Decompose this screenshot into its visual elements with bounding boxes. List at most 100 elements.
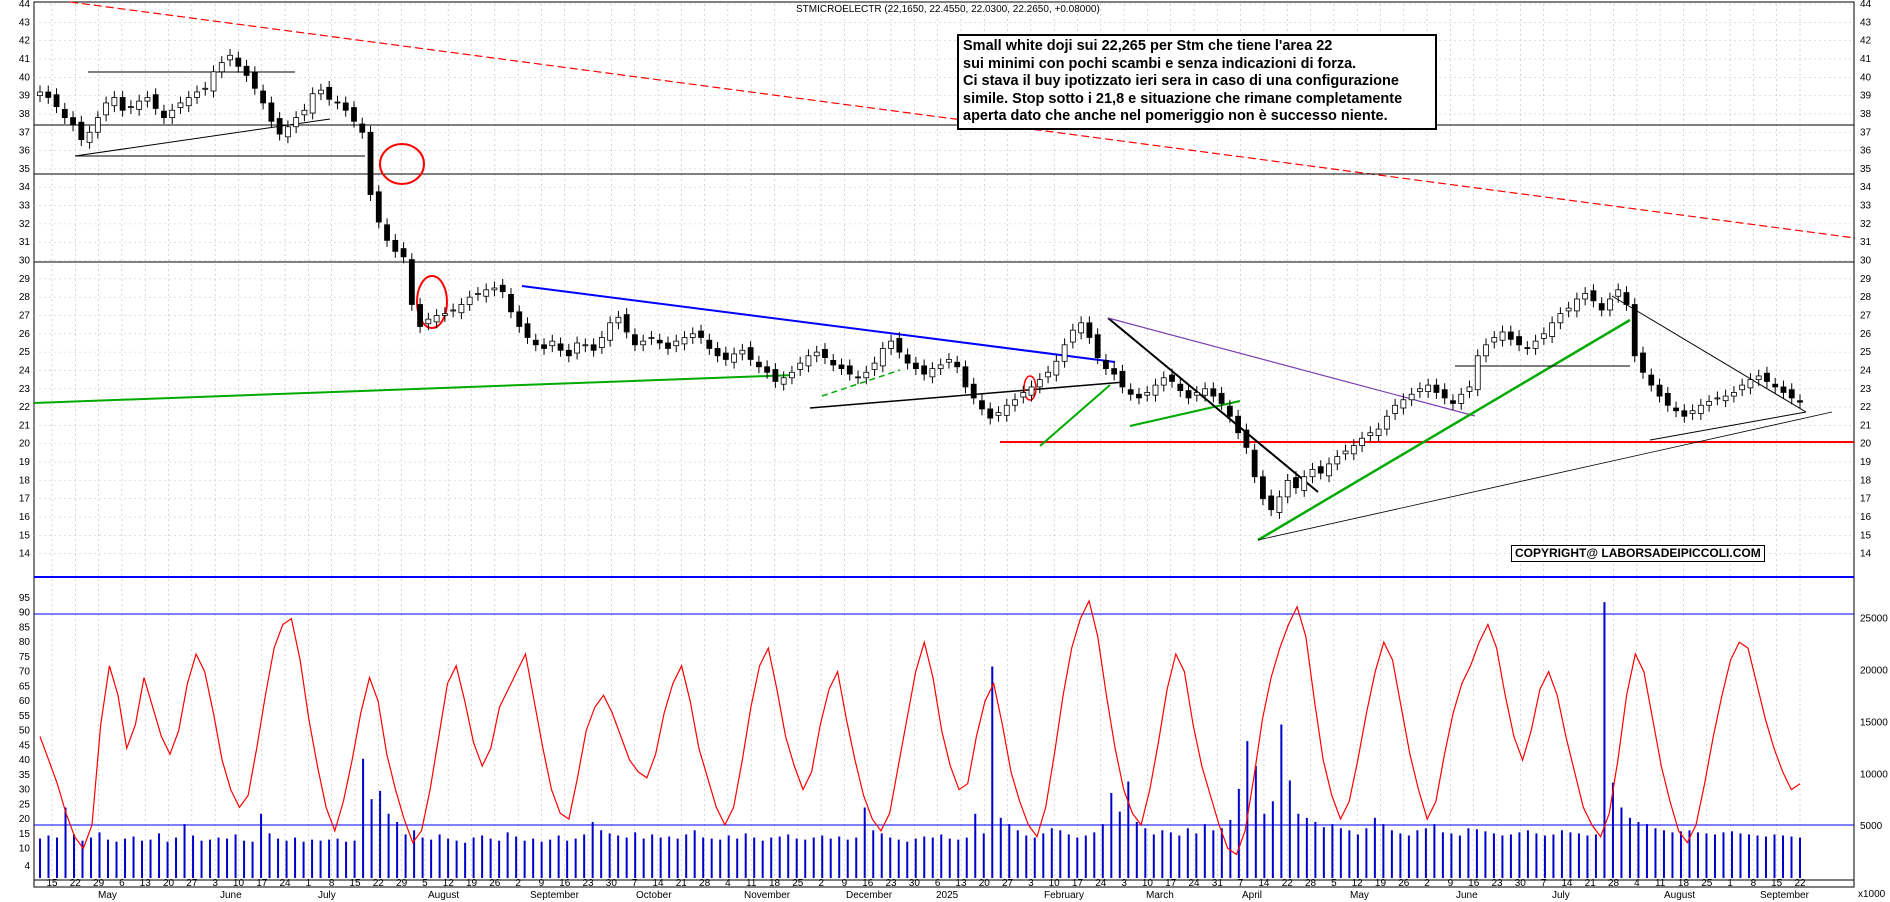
price-tick-left: 25 <box>19 347 31 358</box>
candle-body <box>1400 399 1407 409</box>
candle-body <box>1103 359 1109 370</box>
x-tick-label: 22 <box>373 878 385 889</box>
candle-body <box>1516 336 1522 346</box>
candle-body <box>780 377 787 385</box>
x-tick-label: 10 <box>233 878 245 889</box>
candle-body <box>673 340 680 347</box>
x-tick-label: 23 <box>1491 878 1503 889</box>
analysis-note: Small white doji sui 22,265 per Stm che … <box>957 34 1437 130</box>
candle-body <box>1392 404 1399 414</box>
x-tick-label: 5 <box>1331 878 1337 889</box>
candle-body <box>1615 289 1622 297</box>
gap-circle-2 <box>416 275 448 329</box>
candle-body <box>1045 371 1051 378</box>
candle-body <box>1565 307 1572 312</box>
candle-body <box>640 340 647 346</box>
candle-body <box>1772 383 1779 388</box>
candle-body <box>1012 399 1018 406</box>
candle-body <box>1301 476 1308 491</box>
x-tick-label: 18 <box>769 878 781 889</box>
price-tick-left: 23 <box>19 384 31 395</box>
x-tick-label: 3 <box>1028 878 1034 889</box>
price-tick-right: 25 <box>1860 347 1872 358</box>
candle-body <box>1408 393 1415 401</box>
x-month-label: 2025 <box>936 890 959 901</box>
candle-body <box>598 337 605 348</box>
candle-body <box>342 102 349 111</box>
candle-body <box>1127 389 1134 395</box>
x-tick-label: 8 <box>329 878 335 889</box>
candle-body <box>194 91 200 98</box>
candle-body <box>1499 331 1506 341</box>
x-tick-label: 7 <box>632 878 638 889</box>
price-tick-left: 43 <box>19 17 31 28</box>
x-tick-label: 20 <box>163 878 175 889</box>
price-tick-left: 38 <box>19 109 31 120</box>
candle-body <box>1119 370 1126 388</box>
volume-tick-right: 15000 <box>1860 717 1888 728</box>
candle-body <box>1094 334 1101 359</box>
volume-tick-right: 20000 <box>1860 666 1888 677</box>
x-tick-label: 10 <box>1142 878 1154 889</box>
candle-body <box>1557 313 1564 324</box>
candle-body <box>904 354 911 364</box>
candle-body <box>1185 390 1192 399</box>
candle-body <box>1640 352 1646 373</box>
candle-body <box>813 351 820 357</box>
candle-body <box>359 123 366 133</box>
x-tick-label: 1 <box>1727 878 1733 889</box>
candle-body <box>1020 392 1027 398</box>
candle-body <box>970 383 977 399</box>
x-tick-label: 19 <box>466 878 478 889</box>
x-tick-label: 30 <box>606 878 618 889</box>
candle-body <box>698 330 704 338</box>
candle-body <box>979 400 985 410</box>
candle-body <box>1425 384 1432 392</box>
x-month-label: July <box>1552 890 1570 901</box>
green-rising-line-feb <box>1039 384 1111 447</box>
converging-down-line <box>1611 295 1807 413</box>
candle-body <box>1334 456 1341 465</box>
candle-body <box>1681 410 1688 417</box>
candle-body <box>375 191 382 223</box>
price-tick-right: 31 <box>1860 237 1872 248</box>
candle-body <box>739 349 746 355</box>
x-tick-label: 19 <box>1375 878 1387 889</box>
price-tick-left: 22 <box>19 402 31 413</box>
volume-axis-right: 5000 10000 15000 20000 25000 <box>1860 614 1888 832</box>
x-month-label: June <box>1456 890 1478 901</box>
candle-body <box>1028 386 1035 396</box>
candle-body <box>309 93 316 114</box>
price-tick-left: 34 <box>19 182 31 193</box>
candle-body <box>1061 344 1068 362</box>
candle-body <box>549 340 556 347</box>
candle-body <box>210 71 217 92</box>
x-tick-label: 17 <box>1072 878 1084 889</box>
candle-body <box>45 91 52 98</box>
candle-body <box>615 316 622 324</box>
osc-tick-left: 35 <box>19 770 31 781</box>
candle-body <box>648 337 655 339</box>
candle-body <box>1788 389 1795 399</box>
price-tick-right: 39 <box>1860 91 1872 102</box>
candle-body <box>1722 395 1729 402</box>
candle-body <box>665 342 671 349</box>
x-month-label: October <box>636 890 672 901</box>
candle-body <box>1747 379 1754 389</box>
candle-body <box>1342 450 1349 455</box>
candle-body <box>863 371 870 379</box>
candle-body <box>1582 293 1589 300</box>
x-tick-label: 30 <box>909 878 921 889</box>
price-tick-left: 16 <box>19 512 31 523</box>
x-tick-label: 9 <box>1448 878 1454 889</box>
price-tick-left: 37 <box>19 127 31 138</box>
candle-body <box>706 339 713 349</box>
long-green-support-line <box>33 374 796 404</box>
osc-tick-left: 20 <box>19 814 31 825</box>
x-month-label: December <box>846 890 893 901</box>
candle-body <box>772 369 779 382</box>
osc-tick-left: 30 <box>19 785 31 796</box>
candle-body <box>235 57 242 67</box>
candle-body <box>144 97 151 102</box>
